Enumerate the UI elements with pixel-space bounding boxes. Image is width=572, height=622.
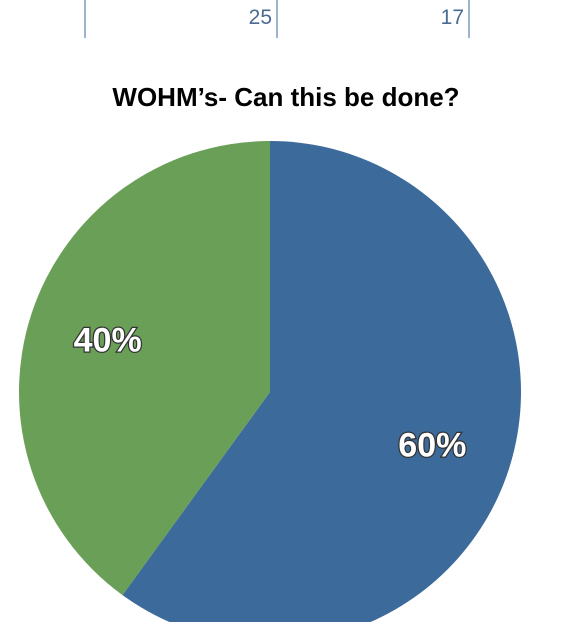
table-divider	[84, 0, 86, 38]
chart-title: WOHM’s- Can this be done?	[112, 82, 460, 112]
slice-label: 40%	[74, 321, 142, 359]
pie-slice	[18, 141, 271, 596]
pie-slice	[122, 141, 522, 622]
table-fragment: 25 17	[0, 0, 572, 42]
table-cell-value: 17	[440, 6, 464, 29]
table-cell-value: 25	[248, 6, 272, 29]
table-divider	[468, 0, 470, 38]
slice-label: 60%	[398, 427, 466, 465]
table-divider	[276, 0, 278, 38]
